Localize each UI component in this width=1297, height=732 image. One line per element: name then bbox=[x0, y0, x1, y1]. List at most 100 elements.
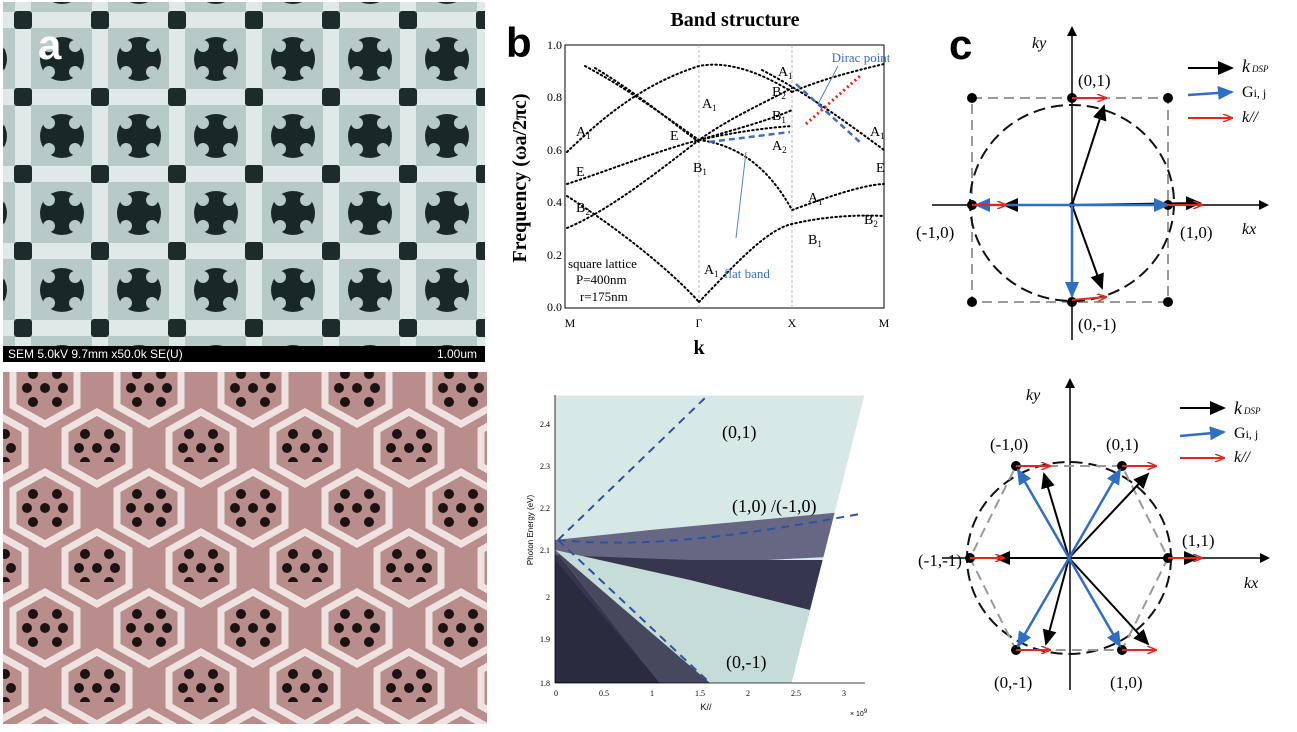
dirac-blue-line bbox=[795, 83, 863, 145]
hex-p0m1: (0,-1) bbox=[994, 673, 1032, 692]
sq-p0m1: (0,-1) bbox=[1078, 315, 1116, 334]
lbl-e-mid: E bbox=[670, 129, 679, 144]
svg-text:A1: A1 bbox=[704, 263, 719, 279]
ytick-1: 1.0 bbox=[547, 38, 562, 52]
svg-text:Gi, j: Gi, j bbox=[1242, 84, 1266, 101]
lattice-info: square lattice P=400nm r=175nm bbox=[568, 256, 637, 304]
svg-text:B2: B2 bbox=[576, 201, 590, 217]
ytick-08: 0.8 bbox=[547, 90, 562, 104]
lbl-e-right: E bbox=[876, 161, 885, 176]
lbl-a1-top: A bbox=[778, 65, 789, 80]
sq-kx-label: kx bbox=[1242, 221, 1256, 238]
hex-p11: (1,1) bbox=[1182, 531, 1215, 550]
band-ylabel: Frequency (ωa/2πc) bbox=[509, 93, 531, 262]
hex-legend-kdsp: k bbox=[1234, 398, 1243, 418]
band-frame bbox=[564, 44, 885, 309]
lbl-a1-x: A bbox=[808, 191, 819, 206]
line-0-1 bbox=[557, 396, 707, 541]
svg-text:B2: B2 bbox=[772, 85, 786, 101]
line-1-0 bbox=[557, 513, 861, 544]
disp-label-up: (0,1) bbox=[722, 422, 757, 443]
svg-text:A1: A1 bbox=[778, 65, 793, 81]
ytick-06: 0.6 bbox=[547, 143, 562, 157]
dx-3: 3 bbox=[842, 689, 846, 698]
panel-label-b: b bbox=[506, 19, 532, 66]
band-a2 bbox=[698, 125, 793, 141]
band-xm-a1 bbox=[761, 69, 885, 151]
lbl-b1-top: B bbox=[772, 109, 781, 124]
hex-pm10: (-1,0) bbox=[990, 435, 1028, 454]
sq-p01: (0,1) bbox=[1078, 71, 1111, 90]
dx-0: 0 bbox=[554, 689, 558, 698]
dy-22: 2.2 bbox=[540, 504, 550, 513]
sq-legend-g: G bbox=[1242, 84, 1254, 101]
ytick-0: 0.0 bbox=[547, 300, 562, 314]
hex-g-arrows bbox=[1016, 468, 1122, 648]
dy-20: 2 bbox=[546, 593, 550, 602]
sq-legend-kpar: k// bbox=[1242, 109, 1260, 126]
sq-kpar-arrows bbox=[972, 98, 1202, 300]
sq-p10: (1,0) bbox=[1180, 223, 1213, 242]
hex-p10: (1,0) bbox=[1110, 673, 1143, 692]
hex-legend: k DSP Gi, j k// bbox=[1179, 398, 1261, 466]
disp-xexp: × 10 bbox=[850, 711, 864, 718]
svg-text:A1: A1 bbox=[870, 125, 885, 141]
dx-25: 2.5 bbox=[791, 689, 801, 698]
lattice-line-1: square lattice bbox=[568, 256, 637, 271]
sq-legend: k DSP Gi, j k// bbox=[1187, 56, 1269, 126]
svg-text:B1: B1 bbox=[808, 233, 822, 249]
svg-text:B1: B1 bbox=[772, 109, 786, 125]
xtick-m2: M bbox=[879, 316, 890, 330]
hex-kdsp-arrows bbox=[994, 472, 1200, 646]
lbl-a1-low: A bbox=[704, 263, 715, 278]
lbl-b2-right: B bbox=[864, 213, 873, 228]
svg-text:Gi, j: Gi, j bbox=[1234, 425, 1258, 442]
band-yticks: 1.0 0.8 0.6 0.4 0.2 0.0 bbox=[547, 38, 562, 314]
dispersion-map bbox=[555, 395, 865, 683]
xtick-gamma: Γ bbox=[696, 316, 703, 330]
svg-text:A1: A1 bbox=[576, 125, 591, 141]
lbl-b1-mid: B bbox=[693, 161, 702, 176]
band-xticks: M Γ X M bbox=[565, 316, 890, 330]
lattice-line-3: r=175nm bbox=[580, 289, 628, 304]
band-cross-1 bbox=[584, 65, 700, 141]
lbl-b1-x: B bbox=[808, 233, 817, 248]
dy-18: 1.8 bbox=[540, 679, 550, 688]
band-xm-top bbox=[791, 63, 885, 93]
band-curves bbox=[566, 63, 885, 303]
band-a1-upper bbox=[566, 63, 793, 153]
dx-05: 0.5 bbox=[599, 689, 609, 698]
lbl-a1-mid: A bbox=[702, 97, 713, 112]
lbl-b2-left: B bbox=[576, 201, 585, 216]
sem-scale-text: 1.00um bbox=[436, 347, 477, 361]
svg-text:A1: A1 bbox=[702, 97, 717, 113]
hex-legend-g: G bbox=[1234, 425, 1246, 442]
disp-ylabel: Photon Energy (eV) bbox=[526, 495, 535, 566]
band-e-right bbox=[698, 139, 885, 212]
lbl-b2-top: B bbox=[772, 85, 781, 100]
hex-legend-kpar: k// bbox=[1234, 449, 1252, 466]
panel-label-a: a bbox=[38, 21, 62, 68]
lbl-a1-right: A bbox=[870, 125, 881, 140]
sq-legend-kdsp: k bbox=[1242, 56, 1251, 76]
dirac-label: Dirac point bbox=[832, 50, 891, 65]
dirac-red-line bbox=[805, 74, 861, 126]
flat-band-label: flat band bbox=[724, 266, 770, 281]
band-b2-down bbox=[566, 195, 700, 303]
lbl-e-left: E bbox=[576, 165, 585, 180]
sem-info-text: SEM 5.0kV 9.7mm x50.0k SE(U) bbox=[8, 347, 183, 361]
disp-yticks: 2.4 2.3 2.2 2.1 2 1.9 1.8 bbox=[540, 420, 550, 688]
band-structure-chart: Band structure Frequency (ωa/2πc) k 1.0 … bbox=[509, 9, 891, 359]
sem-image-hex-lattice bbox=[3, 372, 487, 724]
square-k-diagram: ky kx (0,1) (1,0) (-1,0) (0,-1) k DSP bbox=[916, 26, 1269, 340]
hex-point-labels: (-1,0) (0,1) (-1,-1) (1,1) (0,-1) (1,0) bbox=[918, 435, 1215, 692]
svg-text:B2: B2 bbox=[864, 213, 878, 229]
disp-xticks: 0 0.5 1 1.5 2 2.5 3 bbox=[554, 689, 846, 698]
svg-text:B1: B1 bbox=[693, 161, 707, 177]
band-a1-low bbox=[698, 214, 885, 303]
ytick-04: 0.4 bbox=[547, 195, 562, 209]
svg-text:A2: A2 bbox=[772, 139, 787, 155]
sq-g-arrows bbox=[974, 198, 1170, 298]
sem-square-texture bbox=[3, 2, 485, 362]
